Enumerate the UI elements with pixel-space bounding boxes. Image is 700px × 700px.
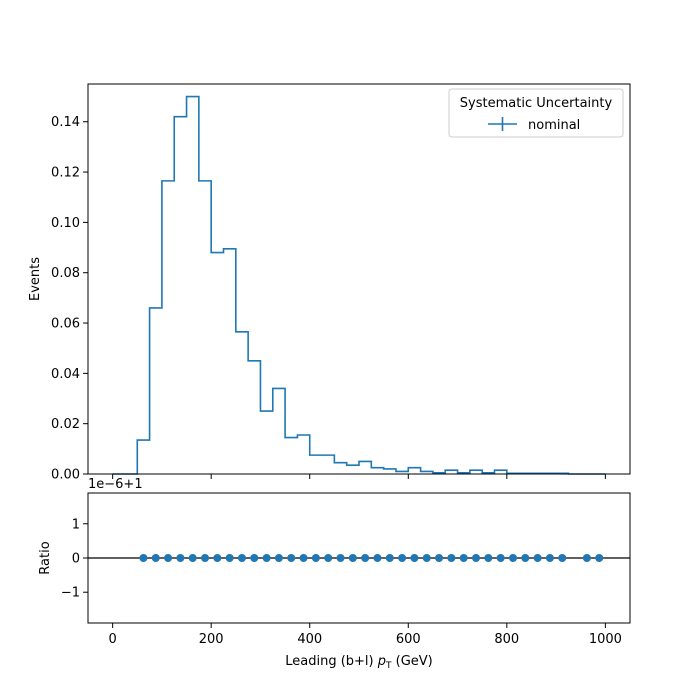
ratio-x-tick-label: 200 xyxy=(199,632,224,647)
ratio-point xyxy=(533,554,542,562)
ratio-panel: 0 200 400 600 800 1000 −1 0 1 1e−6+1 Ratio Lead… xyxy=(38,477,631,671)
histogram-x-ticks xyxy=(112,474,606,479)
histogram-y-tick-label: 0.14 xyxy=(51,115,80,130)
ratio-x-tick-label: 0 xyxy=(108,632,116,647)
histogram-y-tick-label: 0.02 xyxy=(51,417,80,432)
legend: Systematic Uncertainty nominal xyxy=(448,88,624,138)
ratio-point xyxy=(472,554,481,562)
ratio-point xyxy=(459,554,468,562)
histogram-y-ticks: 0.00 0.02 0.04 0.06 0.08 0.10 0.12 0.14 xyxy=(51,115,88,483)
ratio-point xyxy=(324,554,333,562)
histogram-y-tick-label: 0.10 xyxy=(51,216,80,231)
ratio-point xyxy=(225,554,234,562)
histogram-y-tick-label: 0.06 xyxy=(51,317,80,332)
legend-nominal-marker xyxy=(488,117,517,131)
ratio-point xyxy=(521,554,530,562)
ratio-y-tick-label: −1 xyxy=(61,586,80,601)
ratio-x-axis-label: Leading (b+l) pT (GeV) xyxy=(285,654,433,671)
ratio-point xyxy=(139,554,148,562)
ratio-point xyxy=(299,554,308,562)
ratio-point xyxy=(262,554,271,562)
ratio-point xyxy=(508,554,517,562)
histogram-y-axis-label: Events xyxy=(28,257,43,301)
ratio-point xyxy=(582,554,591,562)
histogram-panel: 0.000.020.040.060.080.100.120.14 Events … xyxy=(28,83,631,483)
ratio-axes-frame xyxy=(87,492,631,624)
histogram-y-tick-label: 0.08 xyxy=(51,266,80,281)
ratio-point xyxy=(422,554,431,562)
ratio-point xyxy=(250,554,259,562)
ratio-x-tick-label: 800 xyxy=(494,632,519,647)
histogram-y-tick-label: 0.00 xyxy=(51,468,80,483)
ratio-point xyxy=(595,554,604,562)
nominal-histogram-step-line xyxy=(112,95,606,475)
ratio-point xyxy=(188,554,197,562)
ratio-y-tick-label: 1 xyxy=(72,517,80,532)
ratio-point xyxy=(336,554,345,562)
ratio-point xyxy=(558,554,567,562)
ratio-point xyxy=(164,554,173,562)
ratio-x-ticks: 0 200 400 600 800 1000 xyxy=(108,623,622,647)
ratio-point xyxy=(361,554,370,562)
ratio-point xyxy=(435,554,444,562)
ratio-y-ticks: −1 0 1 xyxy=(61,517,88,601)
ratio-point xyxy=(484,554,493,562)
ratio-point xyxy=(151,554,160,562)
histogram-y-tick-label: 0.12 xyxy=(51,166,80,181)
ratio-point xyxy=(287,554,296,562)
ratio-x-tick-label: 400 xyxy=(297,632,322,647)
ratio-point xyxy=(385,554,394,562)
ratio-point xyxy=(311,554,320,562)
ratio-point xyxy=(348,554,357,562)
ratio-point xyxy=(410,554,419,562)
ratio-point xyxy=(447,554,456,562)
ratio-x-tick-label: 600 xyxy=(396,632,421,647)
ratio-point xyxy=(373,554,382,562)
ratio-point xyxy=(398,554,407,562)
ratio-point xyxy=(274,554,283,562)
ratio-x-tick-label: 1000 xyxy=(589,632,622,647)
legend-nominal-label: nominal xyxy=(528,118,580,133)
ratio-point xyxy=(213,554,222,562)
ratio-y-axis-label: Ratio xyxy=(38,541,53,574)
ratio-point xyxy=(545,554,554,562)
ratio-point xyxy=(176,554,185,562)
ratio-point xyxy=(201,554,210,562)
histogram-axes-frame xyxy=(87,83,631,475)
histogram-y-tick-label: 0.04 xyxy=(51,367,80,382)
ratio-y-tick-label: 0 xyxy=(72,552,80,567)
ratio-point xyxy=(237,554,246,562)
ratio-point xyxy=(496,554,505,562)
legend-title: Systematic Uncertainty xyxy=(460,96,613,111)
ratio-points xyxy=(139,554,604,562)
legend-box xyxy=(448,88,624,138)
ratio-offset-text: 1e−6+1 xyxy=(88,477,143,492)
